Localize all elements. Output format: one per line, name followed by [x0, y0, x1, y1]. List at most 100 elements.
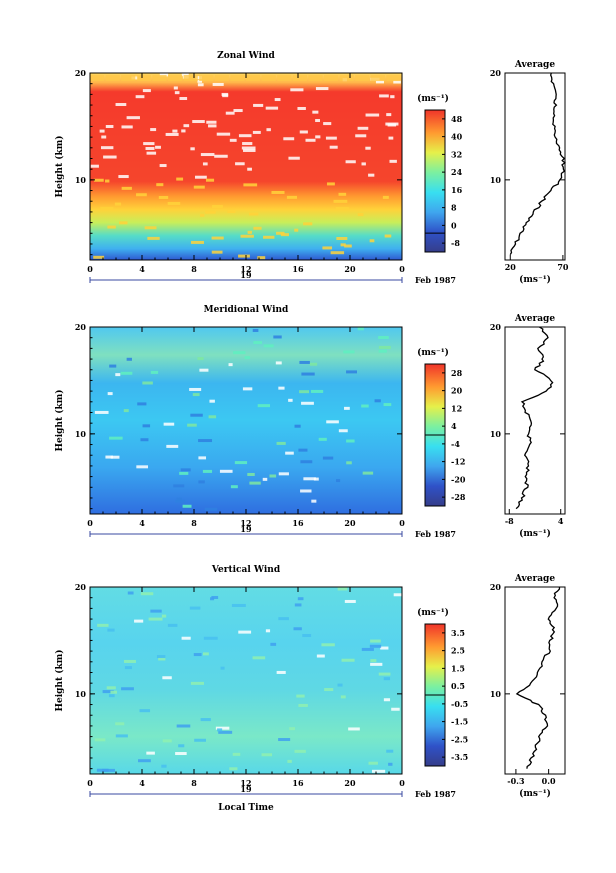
field-texture — [330, 251, 345, 255]
field-texture — [346, 370, 357, 374]
field-texture — [233, 351, 246, 355]
field-texture — [247, 167, 252, 171]
profile-y-tick-label: 10 — [490, 689, 502, 699]
panel-title: Zonal Wind — [217, 51, 275, 61]
field-texture — [105, 75, 120, 81]
x-tick-label: 0 — [399, 778, 405, 788]
field-texture — [387, 123, 397, 127]
colorbar-tick-label: -8 — [451, 238, 460, 248]
profile-frame — [504, 326, 566, 515]
colorbar-units: (ms⁻¹) — [417, 607, 449, 618]
field-texture — [324, 75, 339, 81]
profile-line — [509, 72, 566, 256]
colorbar-tick-label: 2.5 — [451, 646, 465, 656]
field-texture — [393, 80, 401, 84]
field-texture — [303, 477, 316, 481]
field-texture — [124, 666, 132, 670]
field-texture — [300, 489, 312, 493]
colorbar-frame — [424, 109, 446, 253]
field-texture — [315, 87, 329, 91]
y-tick-label: 10 — [75, 689, 87, 699]
colorbar-tick-label: 0.5 — [451, 681, 465, 691]
field-texture — [370, 662, 383, 666]
field-texture — [211, 236, 224, 240]
field-texture — [209, 399, 215, 403]
x-tick-label: 8 — [191, 518, 197, 528]
field-texture — [168, 75, 183, 81]
field-texture — [348, 727, 360, 731]
colorbar-tick-label: -3.5 — [451, 752, 468, 762]
field-texture — [198, 480, 205, 484]
field-texture — [109, 364, 117, 368]
field-texture — [100, 206, 114, 210]
field-texture — [199, 368, 209, 372]
field-texture — [114, 202, 122, 206]
field-texture — [189, 387, 202, 391]
x-tick-label: 20 — [344, 778, 356, 788]
field-texture — [211, 595, 219, 599]
field-texture — [374, 399, 381, 403]
field-texture — [247, 230, 252, 234]
field-texture — [357, 126, 369, 130]
field-texture — [357, 327, 364, 331]
field-texture — [195, 76, 203, 80]
field-texture — [94, 738, 106, 742]
field-texture — [288, 156, 300, 160]
field-texture — [340, 695, 346, 699]
field-texture — [181, 129, 186, 133]
field-texture — [115, 734, 128, 738]
field-texture — [179, 97, 188, 101]
field-texture — [368, 173, 375, 177]
field-texture — [211, 250, 223, 254]
field-texture — [261, 75, 276, 81]
field-texture — [369, 239, 375, 243]
profile-line — [515, 586, 561, 769]
x-tick-label: 12 — [240, 264, 251, 274]
field-texture — [115, 373, 121, 377]
field-texture — [285, 451, 294, 455]
field-texture — [344, 599, 356, 603]
x-tick-label: 12 — [240, 778, 251, 788]
field-texture — [189, 606, 201, 610]
field-texture — [210, 597, 215, 601]
panel-1: Meridional Wind 20 10 Height (km) 0 4 8 12 16 20 0… — [54, 305, 566, 539]
field-texture — [244, 356, 250, 360]
heatmap-field — [90, 327, 402, 514]
panel-2: Vertical Wind 20 10 Height (km) 0 4 8 12 16 20 0 19… — [54, 565, 566, 813]
field-texture — [156, 655, 166, 659]
field-texture — [90, 75, 105, 81]
field-texture — [325, 136, 337, 140]
field-texture — [229, 767, 238, 771]
field-texture — [161, 614, 167, 618]
field-texture — [173, 86, 178, 90]
colorbar-tick-label: -0.5 — [451, 699, 468, 709]
field-texture — [142, 381, 153, 385]
colorbar-units: (ms⁻¹) — [417, 347, 449, 358]
field-texture — [240, 234, 254, 238]
field-texture — [197, 79, 203, 83]
profile-x-tick-label: 70 — [557, 262, 569, 272]
field-texture — [316, 654, 325, 658]
day-bar-end — [89, 791, 403, 797]
field-texture — [266, 128, 271, 132]
x-axis-label: Local Time — [218, 803, 274, 813]
field-texture — [388, 762, 393, 766]
field-texture — [322, 456, 334, 460]
field-texture — [165, 132, 179, 136]
field-texture — [383, 403, 392, 407]
field-texture — [194, 738, 206, 742]
field-texture — [294, 749, 306, 753]
colorbar-tick-label: 16 — [451, 185, 463, 195]
field-texture — [192, 393, 200, 397]
x-tick-label: 16 — [292, 778, 304, 788]
field-texture — [180, 468, 191, 472]
x-tick-label: 4 — [139, 264, 145, 274]
field-texture — [202, 469, 213, 473]
field-texture — [318, 437, 327, 441]
field-texture — [299, 360, 310, 364]
field-texture — [138, 759, 151, 763]
y-tick-label: 20 — [75, 582, 87, 592]
field-texture — [146, 151, 157, 155]
field-texture — [252, 656, 266, 660]
field-texture — [336, 479, 341, 483]
